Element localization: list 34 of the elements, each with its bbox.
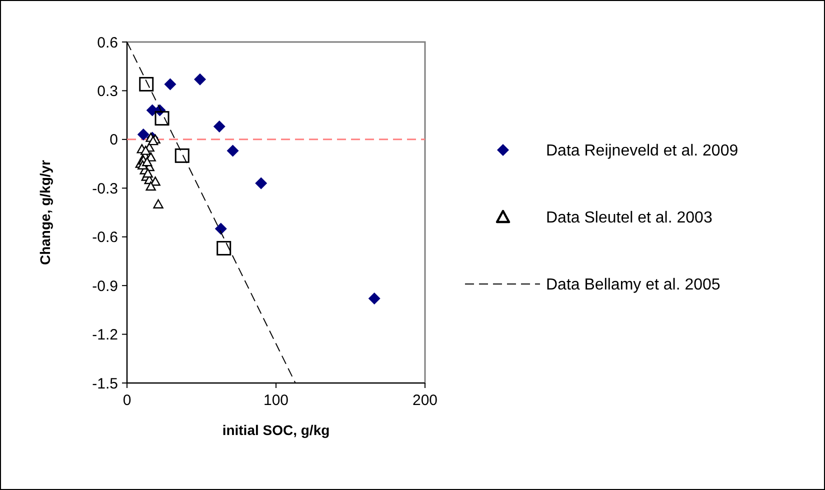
point [153,199,164,208]
point [216,240,232,256]
y-tick-label: -1.2 [92,326,118,344]
y-tick-label: -0.6 [92,229,118,246]
point [148,136,158,146]
x-tick-label: 200 [412,392,438,409]
legend-label: Data Reijneveld et al. 2009 [546,142,738,160]
point [142,168,153,178]
y-axis-title: Change, g/kg/yr [37,159,53,266]
point [140,146,151,155]
y-tick-label: 0.6 [97,34,118,52]
point [174,148,190,163]
legend-label: Data Sleutel et al. 2003 [546,210,712,227]
point [139,76,154,92]
y-tick-label: -0.3 [92,180,118,198]
point [146,181,156,191]
point [368,292,380,305]
y-tick-label: 0.3 [97,82,118,100]
point [142,157,152,166]
point [194,73,206,86]
x-tick-label: 0 [122,392,132,409]
y-tick-label: 0 [110,132,118,149]
y-tick-label: -1.5 [92,375,118,392]
point [226,144,239,157]
x-tick-label: 100 [263,392,289,409]
point [255,177,268,190]
legend-label: Data Bellamy et al. 2005 [546,276,720,294]
x-axis-title: initial SOC, g/kg [222,422,330,438]
point [154,111,170,126]
point [164,78,176,90]
y-tick-label: -0.9 [92,278,118,295]
point [213,120,226,132]
point [137,128,150,141]
point [214,222,227,235]
